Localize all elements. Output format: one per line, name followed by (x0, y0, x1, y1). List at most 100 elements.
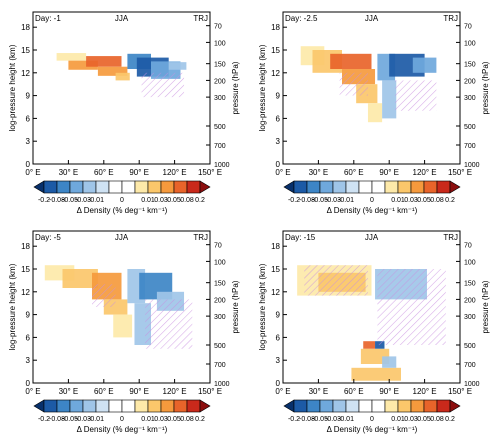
colorbar: -0.2-0.08-0.05-0.03-0.01 0 0.01 0.03 0.05 0.0… (33, 180, 211, 215)
x-tick-label: 150° E (198, 168, 222, 177)
colorbar-bin (332, 399, 347, 413)
y-tick-label: 12 (21, 288, 30, 297)
colorbar-bin (358, 180, 373, 194)
y-tick-label: 18 (271, 23, 280, 32)
colorbar-tick-label: 0.01 (391, 416, 405, 423)
density-cell (382, 80, 397, 119)
colorbar-tick-label: 0.05 (167, 197, 181, 204)
y-axis-right-title: pressure (hPa) (231, 61, 240, 114)
colorbar-bin (345, 399, 360, 413)
y-tick-label: 15 (271, 46, 280, 55)
y-tick-label: 9 (276, 92, 281, 101)
panel-tag-label: TRJ (443, 233, 458, 242)
hatch-region (377, 269, 446, 345)
density-cell (68, 60, 98, 70)
colorbar-tick-label: -0.2 (38, 416, 50, 423)
y-tick-label: 12 (21, 69, 30, 78)
colorbar-bin (345, 180, 360, 194)
pressure-tick-label: 100 (214, 40, 226, 47)
colorbar-tick-label: 0.01 (141, 197, 155, 204)
colorbar-tick-label: 0.05 (417, 197, 431, 204)
colorbar-tick-label: -0.05 (62, 197, 78, 204)
colorbar-tick-label: -0.08 (299, 416, 315, 423)
colorbar-bin (173, 180, 188, 194)
x-tick-label: 0° E (25, 387, 40, 396)
pressure-tick-label: 300 (464, 314, 476, 321)
x-tick-label: 60° E (94, 387, 114, 396)
panel-season-label: JJA (365, 14, 379, 23)
density-cell (351, 367, 401, 381)
y-axis-right-title: pressure (hPa) (481, 280, 490, 333)
y-axis-title: log-pressure height (km) (258, 263, 267, 350)
panel-3: Day: -5 JJA TRJ 0° E 30° E 60° E 90° E 120° E 15… (8, 230, 240, 434)
panel-season-label: JJA (115, 233, 129, 242)
y-tick-label: 9 (276, 311, 281, 320)
pressure-tick-label: 70 (464, 24, 472, 31)
colorbar-tick-label: 0.08 (430, 416, 444, 423)
x-tick-label: 60° E (344, 387, 364, 396)
colorbar-bin (82, 180, 97, 194)
x-tick-label: 150° E (448, 387, 472, 396)
pressure-tick-label: 200 (214, 78, 226, 85)
x-tick-label: 90° E (129, 387, 149, 396)
y-tick-label: 6 (26, 114, 31, 123)
y-tick-label: 3 (26, 356, 31, 365)
colorbar-bin (173, 399, 188, 413)
plot-frame (32, 230, 211, 384)
colorbar-tick-label: -0.03 (75, 416, 91, 423)
colorbar-bin (56, 399, 71, 413)
colorbar-tick-label: -0.05 (312, 197, 328, 204)
colorbar-bin (410, 180, 425, 194)
colorbar-bin (108, 399, 123, 413)
density-cell (363, 341, 376, 349)
colorbar-bin (160, 180, 175, 194)
colorbar-bin (306, 180, 321, 194)
colorbar-tick-label: -0.03 (325, 416, 341, 423)
colorbar-title: Δ Density (% deg⁻¹ km⁻¹) (77, 206, 168, 215)
x-tick-label: 60° E (94, 168, 114, 177)
colorbar-bin (436, 399, 451, 413)
panel-tag-label: TRJ (193, 233, 208, 242)
y-tick-label: 6 (26, 333, 31, 342)
plot-frame (32, 11, 211, 165)
colorbar-tick-label: 0 (370, 197, 374, 204)
colorbar-tick-label: 0 (120, 197, 124, 204)
colorbar-bin (397, 180, 412, 194)
colorbar-bin (436, 180, 451, 194)
x-tick-label: 30° E (59, 387, 79, 396)
y-tick-label: 12 (271, 69, 280, 78)
colorbar-bin (306, 399, 321, 413)
y-tick-label: 15 (271, 265, 280, 274)
panel-season-label: JJA (365, 233, 379, 242)
colorbar-tick-label: -0.01 (338, 416, 354, 423)
colorbar-tick-label: -0.01 (88, 416, 104, 423)
hatch-region (395, 80, 437, 111)
x-tick-label: 0° E (275, 168, 290, 177)
colorbar-tick-label: 0.03 (154, 197, 168, 204)
y-tick-label: 18 (271, 242, 280, 251)
colorbar-bin (423, 180, 438, 194)
hatch-region (339, 72, 368, 96)
colorbar-title: Δ Density (% deg⁻¹ km⁻¹) (327, 206, 418, 215)
colorbar-bin (121, 180, 136, 194)
y-tick-label: 0 (276, 160, 281, 169)
density-cell (113, 314, 133, 338)
y-tick-label: 9 (26, 92, 31, 101)
colorbar-max-arrow (199, 399, 211, 413)
panel-tag-label: TRJ (193, 14, 208, 23)
x-tick-label: 90° E (379, 168, 399, 177)
colorbar: -0.2-0.08-0.05-0.03-0.01 0 0.01 0.03 0.05 0.0… (283, 180, 461, 215)
colorbar-tick-label: -0.08 (49, 416, 65, 423)
pressure-tick-label: 300 (464, 95, 476, 102)
y-tick-label: 9 (26, 311, 31, 320)
colorbar: -0.2-0.08-0.05-0.03-0.01 0 0.01 0.03 0.05 0.0… (283, 399, 461, 434)
density-cell (412, 57, 437, 73)
x-tick-label: 90° E (129, 168, 149, 177)
colorbar-bin (43, 180, 58, 194)
density-cell (367, 103, 383, 123)
colorbar-tick-label: 0.01 (391, 197, 405, 204)
density-cell (62, 269, 98, 288)
colorbar-tick-label: -0.03 (75, 197, 91, 204)
colorbar-min-arrow (283, 399, 295, 413)
